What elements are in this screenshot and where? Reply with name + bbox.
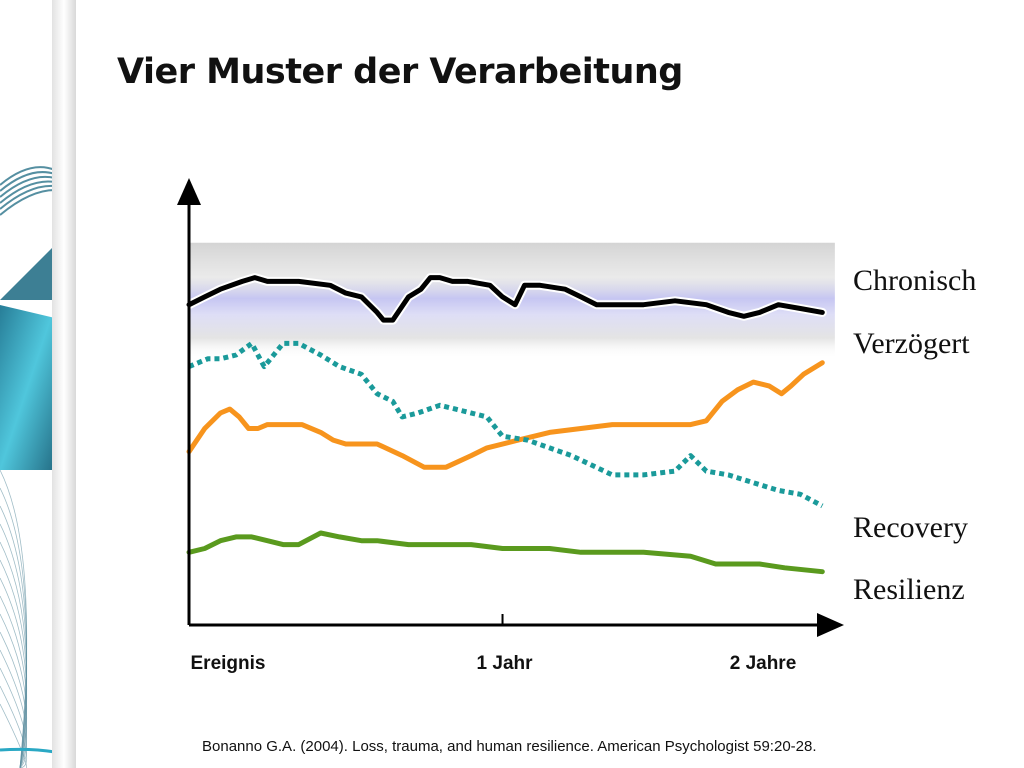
legend-label-chronisch: Chronisch xyxy=(853,264,976,297)
decorative-curve xyxy=(0,559,28,768)
decorative-curve xyxy=(0,667,28,768)
legend-label-resilienz: Resilienz xyxy=(853,573,965,606)
decorative-curve xyxy=(0,180,56,204)
citation: Bonanno G.A. (2004). Loss, trauma, and h… xyxy=(202,738,817,755)
decorative-curve xyxy=(0,703,27,768)
decorative-curve xyxy=(0,631,28,768)
decorative-curve xyxy=(0,189,56,216)
series-line-verzgert xyxy=(186,360,825,470)
legend-label-verzgert: Verzögert xyxy=(853,327,970,360)
decorative-curve xyxy=(0,541,28,768)
x-tick-label: 1 Jahr xyxy=(477,653,534,674)
series-line-chronisch xyxy=(186,275,825,323)
series-line-recovery xyxy=(188,340,824,509)
decorative-curve xyxy=(0,184,56,210)
legend-label-recovery: Recovery xyxy=(853,511,968,544)
x-tick-label: Ereignis xyxy=(191,653,266,674)
decorative-side-graphic xyxy=(0,0,76,768)
decorative-curve xyxy=(0,747,56,754)
slide-title: Vier Muster der Verarbeitung xyxy=(117,52,683,92)
decorative-curve xyxy=(0,171,56,192)
decorative-curve xyxy=(0,166,56,186)
decorative-curve xyxy=(0,595,28,768)
decorative-curve xyxy=(0,649,28,768)
series-line-resilienz xyxy=(186,530,825,575)
decorative-curve xyxy=(0,175,56,198)
decorative-curve xyxy=(0,685,28,768)
decorative-curves xyxy=(0,166,56,768)
x-tick-label: 2 Jahre xyxy=(730,653,797,674)
